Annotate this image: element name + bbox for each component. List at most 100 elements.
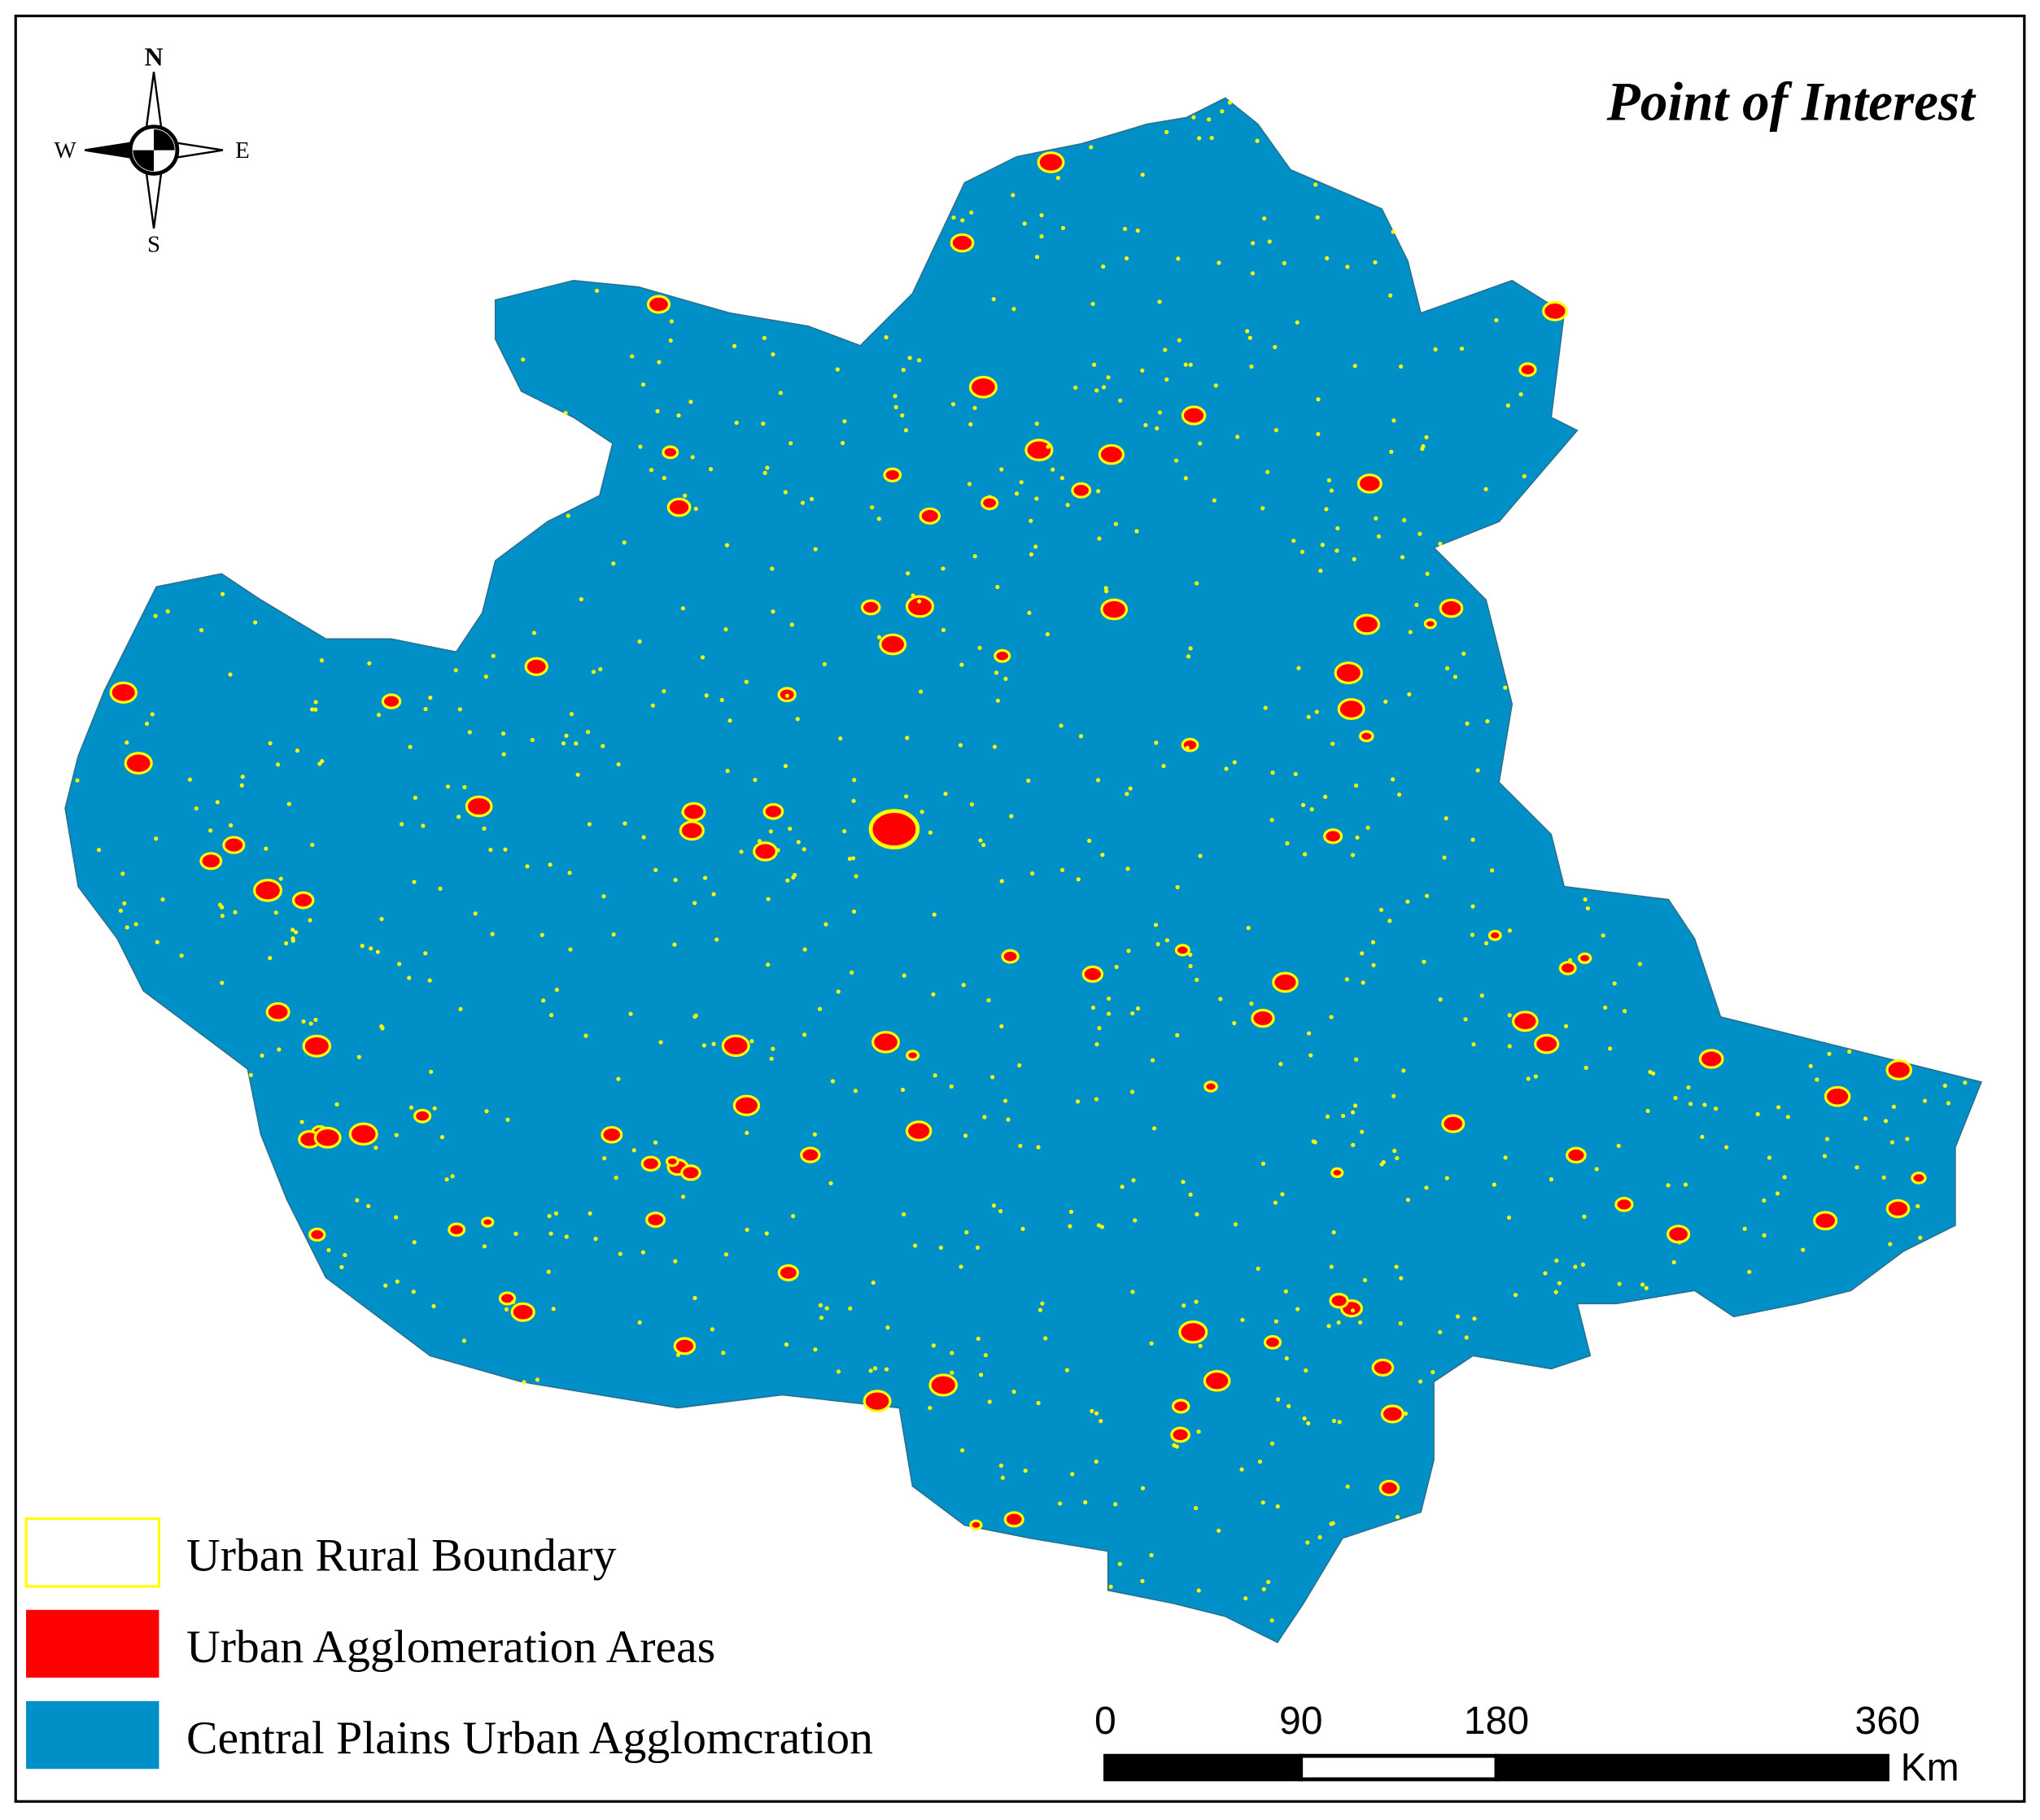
urban-area	[1203, 1080, 1218, 1093]
rural-point	[977, 645, 982, 650]
rural-point	[1582, 1214, 1587, 1220]
rural-point	[369, 946, 373, 951]
rural-point	[676, 413, 681, 418]
rural-point	[1583, 897, 1588, 902]
rural-point	[1387, 919, 1392, 923]
rural-point	[428, 696, 433, 701]
rural-point	[1130, 1290, 1135, 1294]
rural-point	[319, 658, 325, 663]
rural-point	[1755, 1111, 1760, 1117]
rural-point	[1249, 364, 1254, 369]
rural-point	[503, 847, 508, 852]
rural-point	[1371, 962, 1376, 967]
rural-point	[1617, 1281, 1622, 1286]
rural-point	[1260, 1500, 1265, 1505]
urban-area	[968, 375, 998, 399]
rural-point	[1181, 1180, 1186, 1185]
rural-point	[836, 989, 841, 994]
rural-point	[1747, 1269, 1752, 1274]
rural-point	[360, 943, 365, 949]
rural-point	[1329, 1521, 1334, 1526]
rural-point	[1183, 362, 1188, 367]
legend-swatch	[26, 1700, 159, 1770]
rural-point	[1403, 1411, 1409, 1416]
urban-area	[222, 836, 246, 854]
rural-point	[277, 1047, 282, 1052]
rural-point	[1245, 329, 1250, 334]
rural-point	[884, 334, 889, 340]
rural-point	[1232, 760, 1237, 765]
rural-point	[1742, 1226, 1747, 1231]
urban-area	[679, 820, 705, 841]
rural-point	[1188, 1192, 1193, 1197]
rural-point	[339, 1264, 344, 1269]
rural-point	[1033, 544, 1038, 549]
rural-point	[1188, 952, 1193, 957]
rural-point	[1470, 932, 1474, 937]
rural-point	[431, 1303, 436, 1308]
rural-point	[1120, 1185, 1125, 1189]
rural-point	[1827, 1051, 1832, 1056]
rural-point	[530, 737, 535, 743]
rural-point	[248, 1072, 253, 1077]
rural-point	[1352, 1103, 1358, 1108]
rural-point	[783, 490, 788, 495]
rural-point	[423, 706, 428, 712]
rural-point	[1331, 1418, 1337, 1423]
rural-point	[1891, 1104, 1896, 1109]
urban-area	[1181, 405, 1207, 426]
rural-point	[1261, 1586, 1266, 1591]
rural-point	[1078, 734, 1084, 739]
rural-point	[1395, 1155, 1400, 1161]
rural-point	[765, 465, 770, 470]
rural-point	[964, 1230, 969, 1235]
rural-point	[1113, 1502, 1118, 1507]
rural-point	[229, 823, 234, 828]
rural-point	[1464, 1335, 1469, 1340]
rural-point	[313, 700, 318, 705]
rural-point	[1276, 1397, 1281, 1402]
rural-point	[501, 752, 506, 757]
rural-point	[1195, 1212, 1199, 1217]
rural-point	[1374, 516, 1378, 521]
rural-point	[1176, 256, 1181, 261]
urban-area	[1003, 1511, 1024, 1528]
rural-point	[531, 631, 536, 635]
rural-point	[594, 288, 600, 293]
rural-point	[453, 668, 458, 673]
rural-point	[1034, 255, 1040, 260]
rural-point	[998, 1209, 1003, 1214]
rural-point	[1140, 368, 1145, 373]
urban-area	[302, 1034, 332, 1058]
rural-point	[1096, 489, 1101, 494]
rural-point	[824, 1306, 829, 1311]
rural-point	[150, 712, 155, 717]
rural-point	[1401, 1068, 1406, 1073]
rural-point	[308, 1021, 313, 1026]
rural-point	[938, 1246, 943, 1250]
rural-point	[408, 1105, 414, 1110]
rural-point	[521, 357, 526, 362]
rural-point	[802, 1032, 807, 1037]
rural-point	[412, 1240, 417, 1245]
rural-point	[1220, 109, 1225, 114]
urban-area	[1251, 1008, 1275, 1028]
rural-point	[709, 467, 714, 472]
rural-point	[1330, 741, 1335, 746]
rural-point	[1304, 1368, 1308, 1373]
rural-point	[1269, 1618, 1274, 1623]
rural-point	[795, 717, 800, 722]
rural-point	[1117, 1561, 1122, 1566]
rural-point	[1286, 1403, 1291, 1408]
rural-point	[75, 778, 80, 783]
rural-point	[1263, 705, 1268, 710]
urban-area	[1577, 952, 1592, 964]
rural-point	[1640, 1282, 1645, 1287]
rural-point	[783, 763, 788, 769]
rural-point	[711, 1041, 716, 1046]
urban-area	[777, 1264, 799, 1281]
rural-point	[591, 670, 596, 674]
rural-point	[1317, 1534, 1322, 1540]
rural-point	[1762, 1198, 1767, 1203]
rural-point	[901, 368, 906, 373]
